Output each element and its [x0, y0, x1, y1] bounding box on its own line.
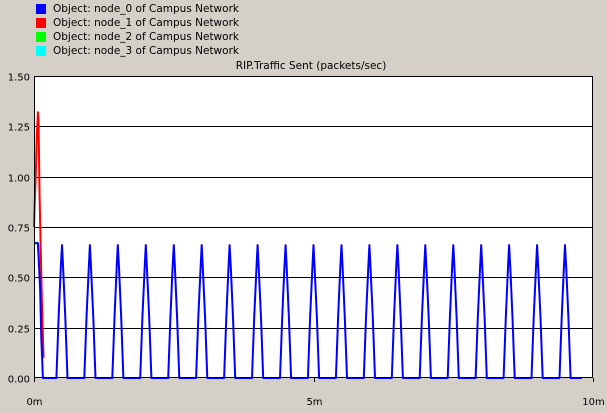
legend-item-node-3[interactable]: Object: node_3 of Campus Network	[36, 44, 239, 58]
y-tick-label: 0.25	[8, 325, 30, 336]
legend-swatch-node-2	[36, 32, 46, 42]
y-tick-label: 1.25	[8, 123, 30, 134]
legend-item-node-0[interactable]: Object: node_0 of Campus Network	[36, 2, 239, 16]
chart-title: RIP.Traffic Sent (packets/sec)	[236, 60, 387, 72]
legend-label-node-2: Object: node_2 of Campus Network	[53, 31, 239, 43]
legend-swatch-node-1	[36, 18, 46, 28]
y-tick-label: 1.50	[8, 73, 30, 84]
legend-item-node-1[interactable]: Object: node_1 of Campus Network	[36, 16, 239, 30]
series-line-2	[33, 111, 45, 358]
legend-label-node-1: Object: node_1 of Campus Network	[53, 17, 239, 29]
x-tick-label: 10m	[582, 397, 604, 408]
legend-label-node-3: Object: node_3 of Campus Network	[53, 45, 239, 57]
legend: Object: node_0 of Campus Network Object:…	[36, 2, 239, 58]
x-tick-label: 5m	[306, 397, 322, 408]
x-axis: 0m 5m 10m	[26, 378, 605, 408]
grid-lines	[34, 126, 593, 329]
y-axis: 0.00 0.25 0.50 0.75 1.00 1.25 1.50	[8, 73, 30, 386]
y-tick-label: 0.75	[8, 224, 30, 235]
y-tick-label: 0.00	[8, 375, 30, 386]
legend-swatch-node-3	[36, 46, 46, 56]
legend-item-node-2[interactable]: Object: node_2 of Campus Network	[36, 30, 239, 44]
y-tick-label: 0.50	[8, 274, 30, 285]
legend-swatch-node-0	[36, 4, 46, 14]
legend-label-node-0: Object: node_0 of Campus Network	[53, 3, 239, 15]
y-tick-label: 1.00	[8, 174, 30, 185]
plot-border	[34, 76, 593, 378]
x-tick-label: 0m	[26, 397, 42, 408]
